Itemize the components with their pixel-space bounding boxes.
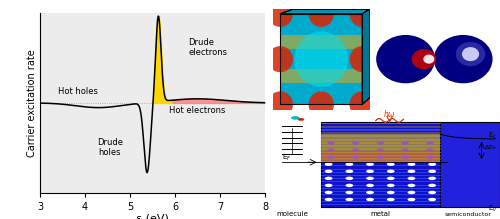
Polygon shape — [440, 122, 500, 207]
Circle shape — [428, 198, 436, 201]
Circle shape — [387, 162, 394, 166]
Circle shape — [428, 170, 436, 173]
Circle shape — [324, 198, 332, 201]
Circle shape — [346, 170, 354, 173]
Circle shape — [426, 148, 434, 152]
Circle shape — [328, 141, 334, 145]
Bar — [320, 151, 440, 162]
Circle shape — [366, 191, 374, 194]
Circle shape — [408, 170, 416, 173]
Circle shape — [462, 47, 479, 61]
Text: Hot electrons: Hot electrons — [170, 106, 226, 115]
Circle shape — [352, 155, 360, 159]
Circle shape — [424, 55, 434, 64]
Circle shape — [434, 35, 492, 83]
Circle shape — [324, 184, 332, 187]
Bar — [280, 35, 362, 49]
Circle shape — [350, 1, 375, 27]
Circle shape — [412, 49, 436, 69]
Circle shape — [408, 177, 416, 180]
Text: ΔE$_b$: ΔE$_b$ — [484, 143, 496, 152]
Circle shape — [376, 141, 384, 145]
Bar — [320, 134, 440, 162]
Circle shape — [366, 170, 374, 173]
Circle shape — [408, 198, 416, 201]
X-axis label: ε (eV): ε (eV) — [136, 213, 169, 219]
Circle shape — [324, 162, 332, 166]
Circle shape — [376, 35, 435, 83]
Text: Drude
holes: Drude holes — [96, 138, 122, 157]
Circle shape — [346, 184, 354, 187]
Circle shape — [324, 177, 332, 180]
Ellipse shape — [294, 32, 348, 87]
Circle shape — [426, 141, 434, 145]
Circle shape — [324, 191, 332, 194]
Circle shape — [402, 155, 409, 159]
Circle shape — [387, 198, 394, 201]
Circle shape — [428, 177, 436, 180]
Circle shape — [366, 184, 374, 187]
Circle shape — [366, 162, 374, 166]
Circle shape — [350, 91, 375, 118]
Circle shape — [387, 177, 394, 180]
Circle shape — [268, 91, 293, 118]
Circle shape — [402, 141, 409, 145]
Circle shape — [428, 162, 436, 166]
Text: hω: hω — [384, 110, 395, 119]
Circle shape — [366, 198, 374, 201]
Circle shape — [298, 118, 304, 121]
Circle shape — [346, 191, 354, 194]
Circle shape — [328, 148, 334, 152]
Circle shape — [346, 177, 354, 180]
Text: E$_F$: E$_F$ — [282, 153, 291, 163]
Circle shape — [408, 162, 416, 166]
Text: Hot holes: Hot holes — [58, 87, 98, 96]
Circle shape — [428, 191, 436, 194]
Bar — [280, 69, 362, 83]
Y-axis label: Carrier excitation rate: Carrier excitation rate — [27, 49, 37, 157]
Circle shape — [291, 116, 300, 120]
Text: molecule: molecule — [276, 211, 308, 217]
Circle shape — [346, 162, 354, 166]
Circle shape — [387, 184, 394, 187]
Circle shape — [346, 198, 354, 201]
Circle shape — [352, 141, 360, 145]
Circle shape — [402, 148, 409, 152]
Circle shape — [268, 1, 293, 27]
Circle shape — [366, 177, 374, 180]
Text: metal: metal — [370, 211, 390, 217]
Circle shape — [456, 42, 485, 66]
Polygon shape — [362, 9, 370, 104]
Text: semiconductor: semiconductor — [444, 212, 491, 217]
Bar — [320, 122, 440, 207]
Circle shape — [376, 148, 384, 152]
Circle shape — [352, 148, 360, 152]
Text: E$_v$: E$_v$ — [488, 204, 498, 214]
Circle shape — [408, 184, 416, 187]
Circle shape — [387, 191, 394, 194]
Circle shape — [387, 170, 394, 173]
Polygon shape — [280, 9, 370, 14]
Circle shape — [268, 46, 293, 72]
Circle shape — [428, 184, 436, 187]
Circle shape — [328, 155, 334, 159]
Bar — [280, 14, 362, 104]
Circle shape — [308, 91, 334, 118]
Circle shape — [376, 155, 384, 159]
Text: Drude
electrons: Drude electrons — [188, 38, 228, 57]
Circle shape — [350, 46, 375, 72]
Text: E$_c$: E$_c$ — [488, 131, 498, 141]
Circle shape — [324, 170, 332, 173]
Circle shape — [408, 191, 416, 194]
Circle shape — [308, 1, 334, 27]
Circle shape — [426, 155, 434, 159]
